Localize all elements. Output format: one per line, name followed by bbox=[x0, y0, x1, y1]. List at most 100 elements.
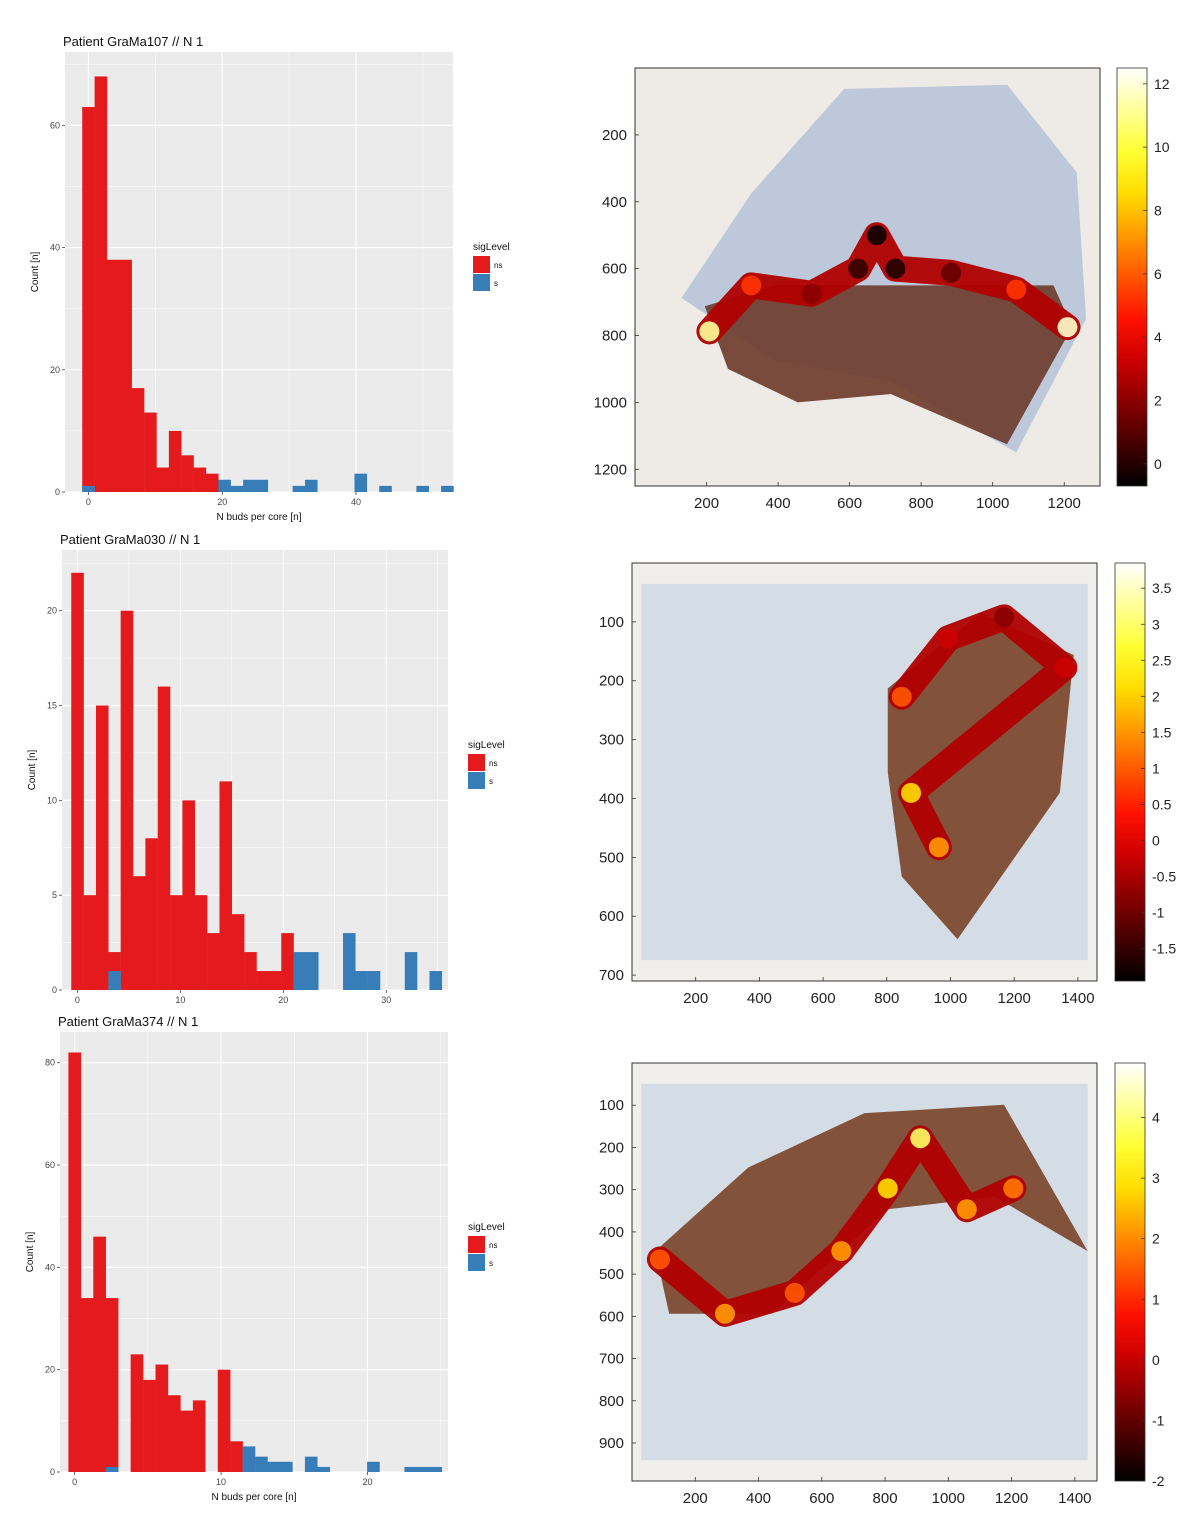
heat-hotspot bbox=[715, 1303, 735, 1324]
heatmap-chart: 200 400 600 800 1000 1200 1400 100 200 300 400 500 6… bbox=[599, 562, 1176, 1007]
bar-s bbox=[416, 1466, 430, 1472]
bar-ns bbox=[256, 971, 270, 990]
x-tick-label: 20 bbox=[217, 497, 227, 507]
heat-hotspot bbox=[866, 225, 887, 246]
bar-ns bbox=[157, 686, 171, 990]
series-ns bbox=[71, 572, 294, 990]
bar-s bbox=[255, 1456, 268, 1472]
series-s bbox=[82, 473, 454, 492]
series-ns bbox=[82, 76, 219, 492]
heat-hotspot bbox=[848, 258, 869, 279]
heat-hotspot bbox=[649, 1249, 670, 1270]
bar-s bbox=[354, 473, 368, 492]
colorbar-tick-label: 3 bbox=[1152, 616, 1160, 632]
x-tick-label: 0 bbox=[86, 497, 91, 507]
colorbar-tick-label: 10 bbox=[1154, 139, 1170, 155]
x-tick-label: 1000 bbox=[932, 1490, 965, 1507]
x-tick-label: 600 bbox=[809, 1490, 834, 1507]
heat-overlay-band bbox=[888, 604, 1078, 861]
bar-s bbox=[255, 479, 269, 492]
colorbar-tick-label: 3.5 bbox=[1152, 580, 1172, 596]
x-tick-label: 20 bbox=[278, 995, 288, 1005]
heat-hotspot bbox=[1054, 657, 1075, 678]
y-tick-label: 300 bbox=[599, 1182, 624, 1199]
bar-ns bbox=[168, 430, 182, 492]
y-axis-label: Count [n] bbox=[25, 1231, 36, 1272]
legend-key-ns bbox=[473, 256, 490, 273]
x-tick-label: 0 bbox=[72, 1477, 77, 1487]
x-tick-label: 20 bbox=[362, 1477, 372, 1487]
x-tick-label: 1400 bbox=[1058, 1490, 1091, 1507]
heat-hotspot bbox=[699, 321, 720, 342]
series-s bbox=[108, 933, 443, 990]
y-tick-label: 200 bbox=[602, 127, 627, 144]
colorbar-tick-label: -1.5 bbox=[1152, 941, 1176, 957]
heat-hotspot bbox=[1006, 279, 1027, 300]
bar-ns bbox=[170, 895, 183, 990]
x-tick-label: 800 bbox=[909, 495, 934, 512]
x-tick-label: 200 bbox=[683, 990, 708, 1007]
x-tick-label: 1200 bbox=[995, 1490, 1028, 1507]
heat-band bbox=[646, 1125, 1027, 1327]
bar-s bbox=[108, 971, 121, 990]
bar-s bbox=[105, 1466, 119, 1472]
bar-s bbox=[218, 479, 231, 492]
bar-s bbox=[429, 971, 443, 990]
colorbar-tick-label: 1 bbox=[1152, 760, 1160, 776]
colorbar-tick-label: 0 bbox=[1152, 832, 1160, 848]
colorbar-tick-label: 1 bbox=[1152, 1291, 1160, 1307]
x-tick-label: 600 bbox=[837, 495, 862, 512]
y-tick-label: 40 bbox=[50, 243, 60, 253]
bar-ns bbox=[95, 705, 109, 990]
plot-panel-background bbox=[60, 1032, 448, 1472]
heat-overlay-band bbox=[646, 1125, 1027, 1327]
bar-s bbox=[343, 933, 356, 990]
bar-s bbox=[304, 1456, 318, 1472]
colorbar-tick-label: -0.5 bbox=[1152, 869, 1176, 885]
bar-s bbox=[304, 479, 318, 492]
y-tick-label: 60 bbox=[50, 120, 60, 130]
bar-s bbox=[429, 1466, 442, 1472]
heat-hotspot bbox=[928, 837, 949, 858]
y-tick-label: 600 bbox=[602, 261, 627, 278]
bar-ns bbox=[119, 259, 132, 492]
y-tick-label: 800 bbox=[599, 1393, 624, 1410]
heat-hotspot bbox=[994, 607, 1014, 628]
legend-label-s: s bbox=[489, 777, 493, 786]
y-tick-label: 300 bbox=[599, 732, 624, 749]
y-tick-label: 800 bbox=[602, 328, 627, 345]
bar-ns bbox=[205, 473, 219, 492]
chart-title: Patient GraMa030 // N 1 bbox=[60, 532, 200, 547]
series-ns bbox=[68, 1052, 243, 1472]
heat-hotspot bbox=[901, 782, 921, 803]
y-axis-label: Count [n] bbox=[27, 749, 38, 790]
image-axes-frame bbox=[631, 1062, 1098, 1482]
bar-s bbox=[404, 1466, 418, 1472]
legend-title: sigLevel bbox=[473, 242, 510, 253]
heat-hotspot bbox=[741, 275, 762, 296]
y-tick-label: 1200 bbox=[594, 461, 627, 478]
heatmap-panel-grama107: 200 400 600 800 1000 1200 200 400 600 800 1000 1200… bbox=[560, 55, 1180, 525]
x-tick-label: 600 bbox=[811, 990, 836, 1007]
x-tick-label: 1400 bbox=[1061, 990, 1094, 1007]
colorbar-tick-label: 4 bbox=[1154, 329, 1162, 345]
colorbar-tick-label: -1 bbox=[1152, 1412, 1165, 1428]
bar-ns bbox=[131, 388, 145, 492]
bar-s bbox=[242, 1446, 256, 1472]
bar-ns bbox=[143, 1379, 156, 1472]
bar-ns bbox=[194, 895, 208, 990]
y-tick-label: 600 bbox=[599, 908, 624, 925]
histogram-chart: Patient GraMa374 // N 1 0 10 20 0 20 40 60 80 N b… bbox=[25, 1014, 505, 1503]
bar-ns bbox=[230, 1441, 243, 1472]
bar-ns bbox=[167, 1395, 181, 1472]
x-tick-label: 10 bbox=[216, 1477, 226, 1487]
heatmap-panel-grama030: 200 400 600 800 1000 1200 1400 100 200 300 400 500 6… bbox=[560, 550, 1180, 1020]
bar-s bbox=[367, 971, 381, 990]
legend-key-s bbox=[468, 772, 485, 789]
heat-hotspot bbox=[1057, 317, 1078, 338]
legend-key-ns bbox=[468, 1236, 485, 1253]
y-tick-label: 40 bbox=[45, 1262, 55, 1272]
y-tick-label: 700 bbox=[599, 1351, 624, 1368]
stained-tumor-region bbox=[704, 285, 1073, 445]
heatmap-panel-grama374: 200 400 600 800 1000 1200 1400 100 200 300 400 500 6… bbox=[560, 1050, 1180, 1520]
